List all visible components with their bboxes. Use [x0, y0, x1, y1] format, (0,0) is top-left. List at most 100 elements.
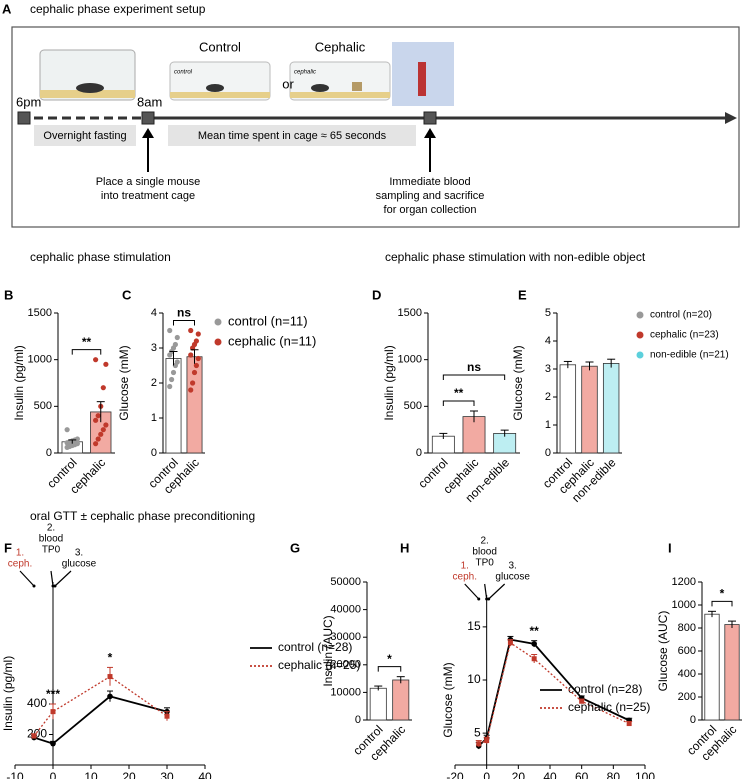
- x-tick-label: 30: [160, 770, 174, 779]
- significance-label: **: [529, 624, 539, 638]
- legend-label: cephalic (n=25): [278, 658, 360, 672]
- data-point: [50, 740, 56, 747]
- significance-label: *: [387, 652, 392, 666]
- event-label: 3.: [75, 548, 83, 559]
- y-tick-label: 1000: [398, 354, 422, 366]
- cage: [39, 49, 136, 101]
- event-label: blood: [39, 534, 63, 545]
- data-point: [174, 359, 180, 365]
- label: Cephalic: [315, 39, 366, 54]
- bar: [704, 613, 720, 721]
- y-tick-label: 0: [151, 447, 157, 459]
- bedding: [40, 90, 135, 98]
- frame: [11, 26, 740, 228]
- label-box: [34, 125, 136, 146]
- y-tick-label: 0: [355, 714, 361, 726]
- y-axis-label: Insulin (pg/ml): [382, 345, 396, 420]
- y-tick-label: 1500: [398, 307, 422, 319]
- y-tick-label: 400: [27, 696, 47, 710]
- event-arrow: [464, 583, 480, 600]
- bar: [602, 362, 620, 454]
- event-arrow: [50, 570, 54, 587]
- event-label: 3.: [508, 561, 516, 572]
- data-point: [188, 352, 194, 358]
- data-point: [174, 334, 180, 341]
- x-tick-label: 40: [543, 770, 557, 779]
- event-arrow-tip: [487, 597, 491, 601]
- event-label: 1.: [16, 548, 24, 559]
- y-tick-label: 600: [678, 645, 696, 657]
- y-tick-label: 30000: [330, 631, 361, 643]
- x-tick-label: 80: [607, 770, 621, 779]
- significance-bracket: [442, 374, 506, 380]
- marker: [17, 111, 31, 125]
- food: [352, 82, 362, 91]
- data-point: [103, 361, 109, 367]
- data-point: [100, 385, 106, 391]
- y-tick-label: 4: [151, 307, 157, 319]
- significance-label: *: [720, 586, 725, 600]
- data-point: [74, 436, 80, 442]
- data-point: [93, 441, 99, 447]
- y-tick-label: 500: [34, 400, 52, 412]
- y-tick-label: 20000: [330, 659, 361, 671]
- data-point: [476, 741, 482, 747]
- x-tick-label: 100: [635, 770, 655, 779]
- event-label: TP0: [42, 545, 61, 556]
- event-label: blood: [472, 547, 496, 558]
- data-point: [193, 362, 199, 369]
- y-tick-label: 1200: [672, 576, 696, 588]
- series-line: [33, 675, 168, 737]
- marker: [141, 111, 155, 125]
- event-label: glucose: [495, 572, 530, 583]
- event-label: ceph.: [453, 572, 477, 583]
- y-axis-label: Glucose (mM): [117, 345, 131, 420]
- panel-letter: D: [372, 287, 381, 302]
- data-point: [195, 331, 201, 337]
- data-point: [167, 327, 173, 334]
- y-tick-label: 10: [467, 672, 481, 686]
- significance-label: **: [82, 335, 92, 349]
- y-tick-label: 0: [46, 447, 52, 459]
- mouse: [311, 84, 329, 92]
- section-title: cephalic phase stimulation: [30, 250, 171, 264]
- mice: [76, 83, 104, 93]
- significance-bracket: [711, 600, 733, 607]
- significance-label: **: [454, 386, 464, 400]
- y-tick-label: 400: [678, 668, 696, 680]
- data-point: [93, 357, 99, 363]
- label: Control: [199, 39, 241, 54]
- label-box: [168, 125, 416, 146]
- y-tick-label: 1000: [672, 599, 696, 611]
- y-axis-label: Glucose (AUC): [656, 611, 670, 692]
- y-tick-label: 5: [545, 307, 551, 319]
- panel-letter: G: [290, 540, 300, 555]
- event-label: glucose: [62, 559, 97, 570]
- x-tick-label: 0: [483, 770, 490, 779]
- y-tick-label: 500: [404, 400, 422, 412]
- legend-label: cephalic (n=11): [228, 333, 316, 348]
- data-point: [626, 721, 632, 727]
- y-tick-label: 1: [151, 412, 157, 424]
- y-axis-label: Glucose (mM): [511, 345, 525, 420]
- data-point: [50, 709, 56, 715]
- legend-label: control (n=28): [278, 640, 352, 654]
- event-arrow: [484, 583, 488, 600]
- data-point: [164, 713, 170, 719]
- y-axis-label: Insulin (pg/ml): [12, 345, 26, 420]
- legend-label: control (n=28): [568, 682, 642, 696]
- data-point: [484, 738, 490, 744]
- y-tick-label: 3: [151, 342, 157, 354]
- legend-marker: [214, 318, 222, 326]
- data-point: [167, 383, 173, 390]
- x-tick-label: 20: [122, 770, 136, 779]
- bar: [392, 679, 410, 721]
- data-point: [107, 674, 113, 680]
- y-tick-label: 200: [678, 691, 696, 703]
- event-arrow-tip: [53, 584, 57, 588]
- y-tick-label: 5: [474, 725, 481, 739]
- y-tick-label: 15: [467, 619, 481, 633]
- data-point: [172, 341, 178, 348]
- data-point: [31, 733, 37, 739]
